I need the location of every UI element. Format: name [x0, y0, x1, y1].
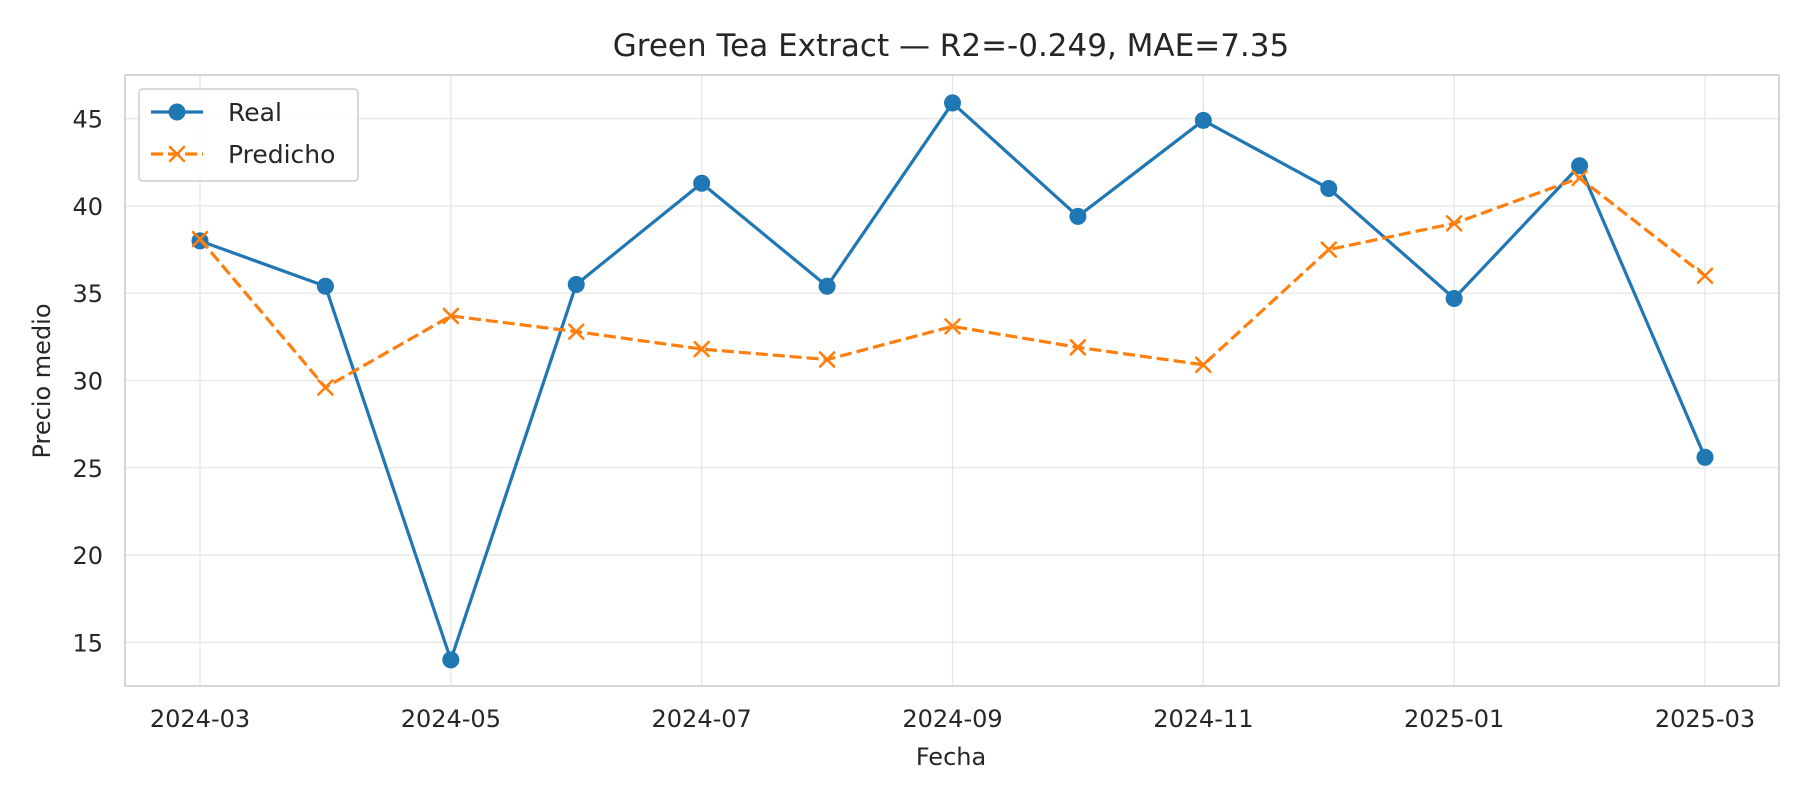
data-point — [567, 323, 585, 340]
data-point — [1320, 241, 1338, 258]
legend-item: Real — [151, 98, 282, 127]
marker-stroke — [693, 340, 710, 358]
data-point — [1320, 179, 1338, 197]
data-point — [1069, 207, 1087, 225]
y-tick-label: 20 — [72, 542, 103, 570]
marker-stroke — [1320, 241, 1338, 258]
legend-items: Real Predicho — [151, 98, 335, 169]
chart-title: Green Tea Extract — R2=-0.249, MAE=7.35 — [613, 28, 1289, 64]
marker-stroke — [442, 307, 460, 325]
x-tick-label: 2024-05 — [401, 705, 501, 733]
marker-stroke — [1571, 169, 1588, 187]
marker-stroke — [1445, 215, 1463, 232]
marker-stroke — [317, 379, 334, 396]
data-point — [818, 277, 836, 295]
y-tick-label: 35 — [72, 280, 103, 308]
data-point — [1571, 169, 1588, 187]
x-axis-label: Fecha — [916, 743, 986, 771]
x-tick-label: 2025-01 — [1404, 705, 1504, 733]
data-point — [1445, 289, 1463, 307]
y-tick-label: 45 — [72, 106, 103, 134]
data-point — [1069, 339, 1087, 356]
x-tick-label: 2024-07 — [652, 705, 752, 733]
x-tick-label: 2024-09 — [902, 705, 1002, 733]
marker-stroke — [818, 351, 836, 368]
series-predicho — [191, 169, 1714, 396]
marker-stroke — [191, 230, 209, 248]
data-point — [316, 277, 334, 295]
data-point — [1696, 267, 1714, 285]
data-point — [1696, 448, 1714, 466]
x-tick-label: 2024-11 — [1153, 705, 1253, 733]
marker-stroke — [567, 323, 585, 340]
y-tick-label: 15 — [72, 629, 103, 657]
series-layer — [191, 94, 1714, 669]
legend-marker — [168, 103, 186, 121]
marker-stroke — [944, 318, 961, 335]
data-point — [317, 379, 334, 396]
data-point — [944, 318, 961, 335]
data-point — [944, 94, 961, 112]
y-axis-ticks: 15 20 25 30 35 40 45 — [72, 106, 103, 658]
y-tick-label: 40 — [72, 193, 103, 221]
y-tick-label: 30 — [72, 368, 103, 396]
legend-label: Real — [228, 98, 282, 127]
marker-stroke — [1195, 356, 1212, 374]
legend-marker — [168, 145, 186, 163]
data-point — [442, 651, 460, 669]
legend: Real Predicho — [138, 88, 359, 182]
y-tick-label: 25 — [72, 455, 103, 483]
data-point — [1571, 157, 1589, 175]
x-tick-label: 2025-03 — [1655, 705, 1755, 733]
series-real — [191, 94, 1714, 669]
marker-stroke — [168, 145, 186, 163]
plot-frame — [124, 74, 1780, 687]
x-axis-ticks: 2024-03 2024-05 2024-07 2024-09 2024-11 2025-… — [150, 705, 1755, 733]
data-point — [693, 340, 710, 358]
data-point — [818, 351, 836, 368]
data-point — [693, 174, 711, 192]
legend-item: Predicho — [151, 140, 335, 169]
data-point — [191, 230, 209, 248]
data-point — [442, 307, 460, 325]
marker-stroke — [1696, 267, 1714, 285]
data-point — [1445, 215, 1463, 232]
grid — [125, 75, 1779, 686]
data-point — [1194, 111, 1212, 129]
y-axis-label: Precio medio — [28, 303, 56, 458]
x-tick-label: 2024-03 — [150, 705, 250, 733]
marker-stroke — [1069, 339, 1087, 356]
data-point — [1195, 356, 1212, 374]
legend-label: Predicho — [228, 140, 335, 169]
data-point — [567, 275, 585, 293]
